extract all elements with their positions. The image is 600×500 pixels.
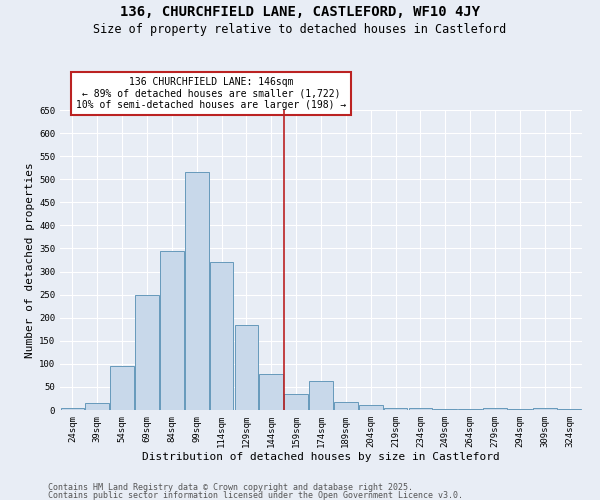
Bar [210,262,233,410]
Text: 136, CHURCHFIELD LANE, CASTLEFORD, WF10 4JY: 136, CHURCHFIELD LANE, CASTLEFORD, WF10 … [120,5,480,19]
Bar [409,408,432,410]
Bar [235,324,258,410]
Bar [135,294,159,410]
Text: Distribution of detached houses by size in Castleford: Distribution of detached houses by size … [142,452,500,462]
Bar [284,394,308,410]
Text: 136 CHURCHFIELD LANE: 146sqm
← 89% of detached houses are smaller (1,722)
10% of: 136 CHURCHFIELD LANE: 146sqm ← 89% of de… [76,77,347,110]
Bar [110,366,134,410]
Bar [85,403,109,410]
Bar [508,408,532,410]
Bar [334,402,358,410]
Bar [384,408,407,410]
Text: Contains public sector information licensed under the Open Government Licence v3: Contains public sector information licen… [48,491,463,500]
Bar [533,408,557,410]
Bar [359,406,383,410]
Bar [458,408,482,410]
Bar [558,408,581,410]
Bar [61,408,84,410]
Y-axis label: Number of detached properties: Number of detached properties [25,162,35,358]
Bar [309,382,333,410]
Bar [185,172,209,410]
Text: Size of property relative to detached houses in Castleford: Size of property relative to detached ho… [94,22,506,36]
Bar [483,408,507,410]
Bar [259,374,283,410]
Bar [160,251,184,410]
Text: Contains HM Land Registry data © Crown copyright and database right 2025.: Contains HM Land Registry data © Crown c… [48,482,413,492]
Bar [433,408,457,410]
